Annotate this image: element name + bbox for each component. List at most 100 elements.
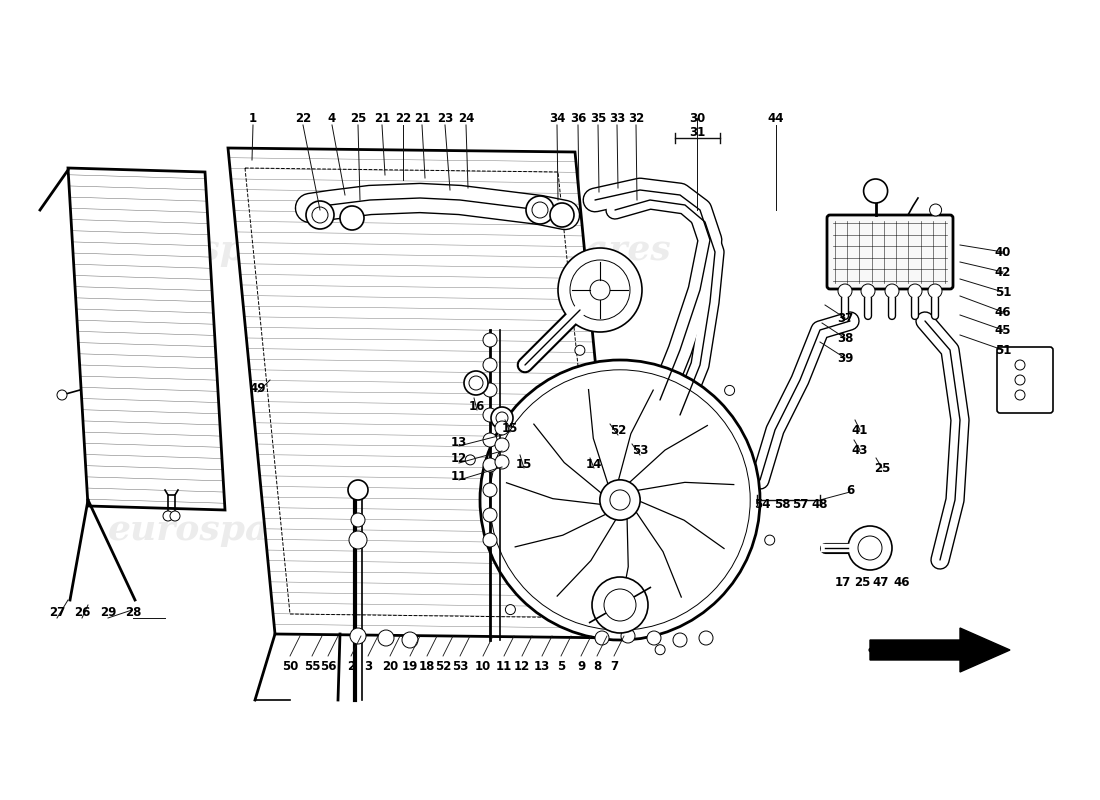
Circle shape	[483, 408, 497, 422]
Circle shape	[532, 202, 548, 218]
Circle shape	[558, 248, 642, 332]
Text: 28: 28	[124, 606, 141, 618]
Circle shape	[351, 513, 365, 527]
Text: 13: 13	[534, 659, 550, 673]
FancyBboxPatch shape	[827, 215, 953, 289]
Text: 12: 12	[451, 453, 468, 466]
Circle shape	[864, 179, 888, 203]
Circle shape	[170, 511, 180, 521]
Text: 29: 29	[100, 606, 117, 618]
Text: 31: 31	[689, 126, 705, 138]
Text: 53: 53	[631, 443, 648, 457]
Circle shape	[491, 407, 513, 429]
Circle shape	[483, 483, 497, 497]
Circle shape	[483, 533, 497, 547]
Circle shape	[495, 455, 509, 469]
Circle shape	[465, 455, 475, 465]
Circle shape	[595, 631, 609, 645]
Text: 46: 46	[994, 306, 1011, 318]
Text: 25: 25	[350, 111, 366, 125]
Text: 34: 34	[549, 111, 565, 125]
Text: 38: 38	[837, 331, 854, 345]
Text: 8: 8	[593, 659, 601, 673]
Text: 25: 25	[873, 462, 890, 474]
Circle shape	[600, 480, 640, 520]
Circle shape	[1015, 390, 1025, 400]
Circle shape	[349, 531, 367, 549]
Circle shape	[550, 203, 574, 227]
Text: 17: 17	[835, 575, 851, 589]
Circle shape	[908, 284, 922, 298]
Text: 11: 11	[451, 470, 468, 482]
Text: 50: 50	[282, 659, 298, 673]
Circle shape	[609, 490, 630, 510]
Text: 7: 7	[609, 659, 618, 673]
Circle shape	[480, 360, 760, 640]
Text: 42: 42	[994, 266, 1011, 278]
Text: 57: 57	[792, 498, 808, 510]
Circle shape	[469, 376, 483, 390]
Circle shape	[1015, 360, 1025, 370]
Text: 54: 54	[754, 498, 770, 510]
Circle shape	[378, 630, 394, 646]
Text: 36: 36	[570, 111, 586, 125]
Text: 52: 52	[434, 659, 451, 673]
Polygon shape	[870, 628, 1010, 672]
Text: 25: 25	[854, 575, 870, 589]
Circle shape	[621, 629, 635, 643]
Text: 11: 11	[496, 659, 513, 673]
Circle shape	[340, 206, 364, 230]
Text: 53: 53	[452, 659, 469, 673]
Text: 24: 24	[458, 111, 474, 125]
Text: 58: 58	[773, 498, 790, 510]
Text: 35: 35	[590, 111, 606, 125]
Text: 15: 15	[502, 422, 518, 434]
Circle shape	[1015, 375, 1025, 385]
Text: 22: 22	[395, 111, 411, 125]
Circle shape	[350, 628, 366, 644]
Text: eurospares: eurospares	[108, 513, 332, 547]
Text: 49: 49	[250, 382, 266, 394]
Polygon shape	[228, 148, 622, 638]
Text: 44: 44	[768, 111, 784, 125]
Circle shape	[698, 631, 713, 645]
Circle shape	[673, 633, 688, 647]
Circle shape	[848, 526, 892, 570]
Text: 39: 39	[837, 351, 854, 365]
Circle shape	[464, 371, 488, 395]
Text: 13: 13	[451, 435, 468, 449]
Text: 48: 48	[812, 498, 828, 510]
Circle shape	[647, 631, 661, 645]
Circle shape	[590, 280, 610, 300]
Circle shape	[575, 346, 585, 355]
Circle shape	[348, 480, 369, 500]
Text: 26: 26	[74, 606, 90, 618]
Circle shape	[349, 481, 367, 499]
Text: 5: 5	[557, 659, 565, 673]
Text: 6: 6	[846, 483, 854, 497]
Text: eurospares: eurospares	[448, 233, 672, 267]
Text: 51: 51	[994, 343, 1011, 357]
Text: 21: 21	[414, 111, 430, 125]
Text: 45: 45	[994, 323, 1011, 337]
Text: 10: 10	[475, 659, 491, 673]
Text: 2: 2	[346, 659, 355, 673]
Text: 52: 52	[609, 423, 626, 437]
Circle shape	[483, 383, 497, 397]
Text: 9: 9	[576, 659, 585, 673]
Text: 43: 43	[851, 443, 868, 457]
Circle shape	[858, 536, 882, 560]
Text: 3: 3	[364, 659, 372, 673]
Text: 19: 19	[402, 659, 418, 673]
Text: 18: 18	[419, 659, 436, 673]
Circle shape	[483, 433, 497, 447]
Text: 37: 37	[837, 311, 854, 325]
Text: 56: 56	[320, 659, 337, 673]
Circle shape	[592, 577, 648, 633]
Circle shape	[163, 511, 173, 521]
Text: 55: 55	[304, 659, 320, 673]
Text: 32: 32	[628, 111, 645, 125]
Text: 20: 20	[382, 659, 398, 673]
Text: 14: 14	[586, 458, 602, 470]
Circle shape	[656, 645, 666, 654]
